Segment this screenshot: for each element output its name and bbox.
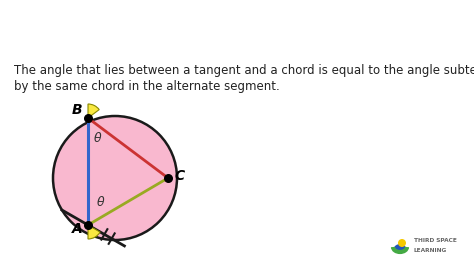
Text: A: A — [72, 222, 83, 236]
Text: B: B — [72, 103, 82, 117]
Wedge shape — [88, 225, 100, 239]
Circle shape — [53, 116, 177, 240]
Wedge shape — [393, 244, 407, 251]
Text: LEARNING: LEARNING — [414, 248, 447, 254]
Point — [164, 176, 172, 180]
Text: Alternate Segment Theorem: Alternate Segment Theorem — [14, 16, 348, 36]
Text: C: C — [175, 169, 185, 183]
Text: by the same chord in the alternate segment.: by the same chord in the alternate segme… — [14, 80, 280, 93]
Circle shape — [398, 239, 406, 247]
Wedge shape — [88, 104, 99, 118]
Point — [84, 223, 92, 227]
Text: The angle that lies between a tangent and a chord is equal to the angle subtende: The angle that lies between a tangent an… — [14, 64, 474, 77]
Text: $\theta$: $\theta$ — [96, 195, 106, 209]
Text: $\theta$: $\theta$ — [93, 131, 102, 145]
Point — [84, 116, 92, 120]
Text: THIRD SPACE: THIRD SPACE — [414, 239, 457, 244]
